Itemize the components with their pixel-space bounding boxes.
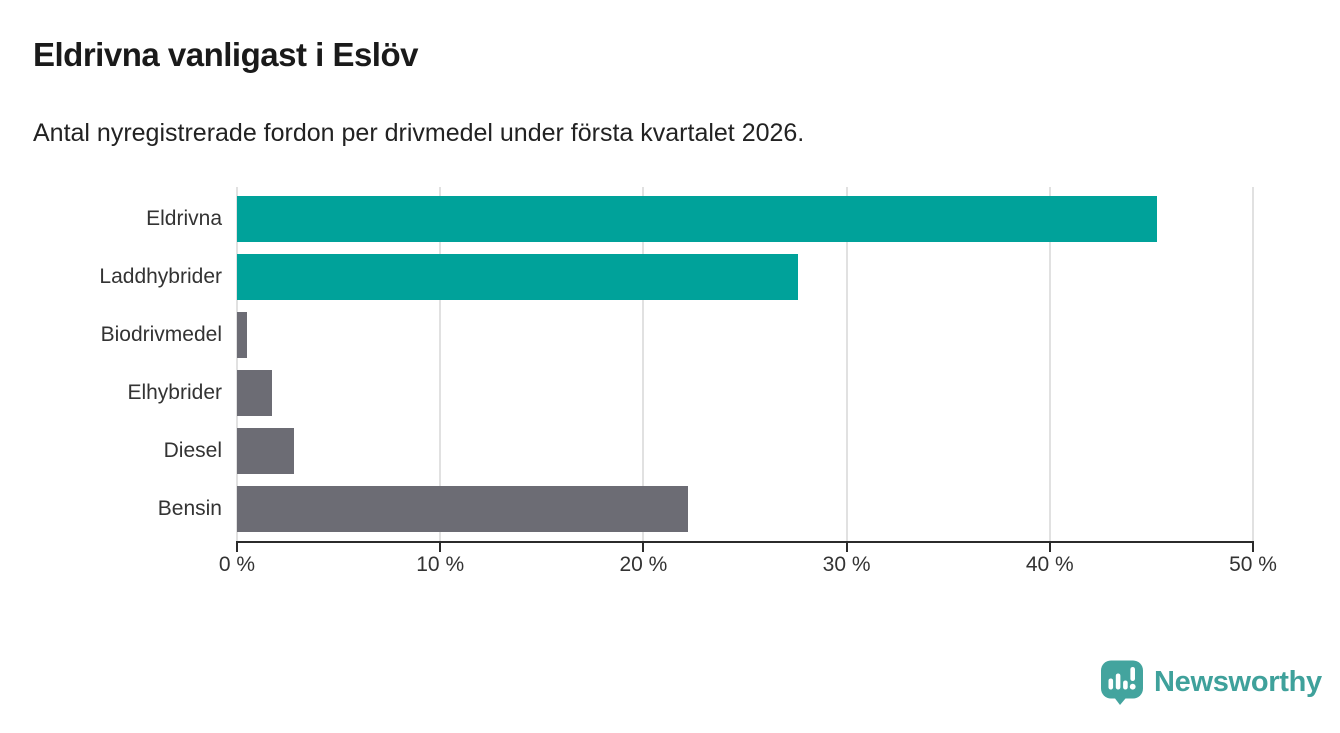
- y-axis-label-elhybrider: Elhybrider: [127, 381, 222, 404]
- gridline-10: [439, 187, 442, 542]
- bar-elhybrider: [237, 370, 272, 416]
- gridline-20: [642, 187, 645, 542]
- x-tick-label-50: 50 %: [1229, 553, 1277, 576]
- bar-bensin: [237, 486, 689, 532]
- gridline-30: [845, 187, 848, 542]
- chart-subtitle: Antal nyregistrerade fordon per drivmede…: [33, 119, 805, 147]
- x-tick-20: [642, 543, 645, 552]
- x-tick-label-10: 10 %: [416, 553, 465, 576]
- y-axis-label-biodrivmedel: Biodrivmedel: [100, 323, 222, 346]
- x-tick-label-40: 40 %: [1025, 553, 1074, 576]
- brand-name: Newsworthy: [1154, 666, 1322, 698]
- y-axis-label-bensin: Bensin: [157, 497, 222, 520]
- x-tick-30: [845, 543, 848, 552]
- bar-chart-plot: 0 % 10 % 20 % 30 % 40 % 50 %: [219, 187, 1277, 576]
- x-axis-line: [236, 541, 1254, 543]
- x-tick-label-0: 0 %: [218, 553, 256, 576]
- gridline-0: [236, 187, 238, 542]
- bar-eldrivna: [237, 196, 1158, 242]
- bar-biodrivmedel: [237, 312, 248, 358]
- brand-logo: Newsworthy: [1100, 659, 1322, 706]
- x-tick-label-30: 30 %: [822, 553, 871, 576]
- bar-diesel: [237, 428, 294, 474]
- x-tick-label-20: 20 %: [619, 553, 668, 576]
- x-tick-0: [236, 543, 238, 552]
- newsworthy-logo-icon: [1101, 660, 1143, 705]
- gridline-50: [1252, 187, 1254, 542]
- bar-laddhybrider: [237, 254, 798, 300]
- x-tick-10: [439, 543, 442, 552]
- chart-title: Eldrivna vanligast i Eslöv: [33, 36, 418, 73]
- x-tick-50: [1252, 543, 1254, 552]
- y-axis-label-diesel: Diesel: [163, 439, 222, 462]
- y-axis-label-laddhybrider: Laddhybrider: [99, 265, 222, 288]
- gridline-40: [1048, 187, 1051, 542]
- x-tick-40: [1048, 543, 1051, 552]
- y-axis-label-eldrivna: Eldrivna: [146, 207, 222, 230]
